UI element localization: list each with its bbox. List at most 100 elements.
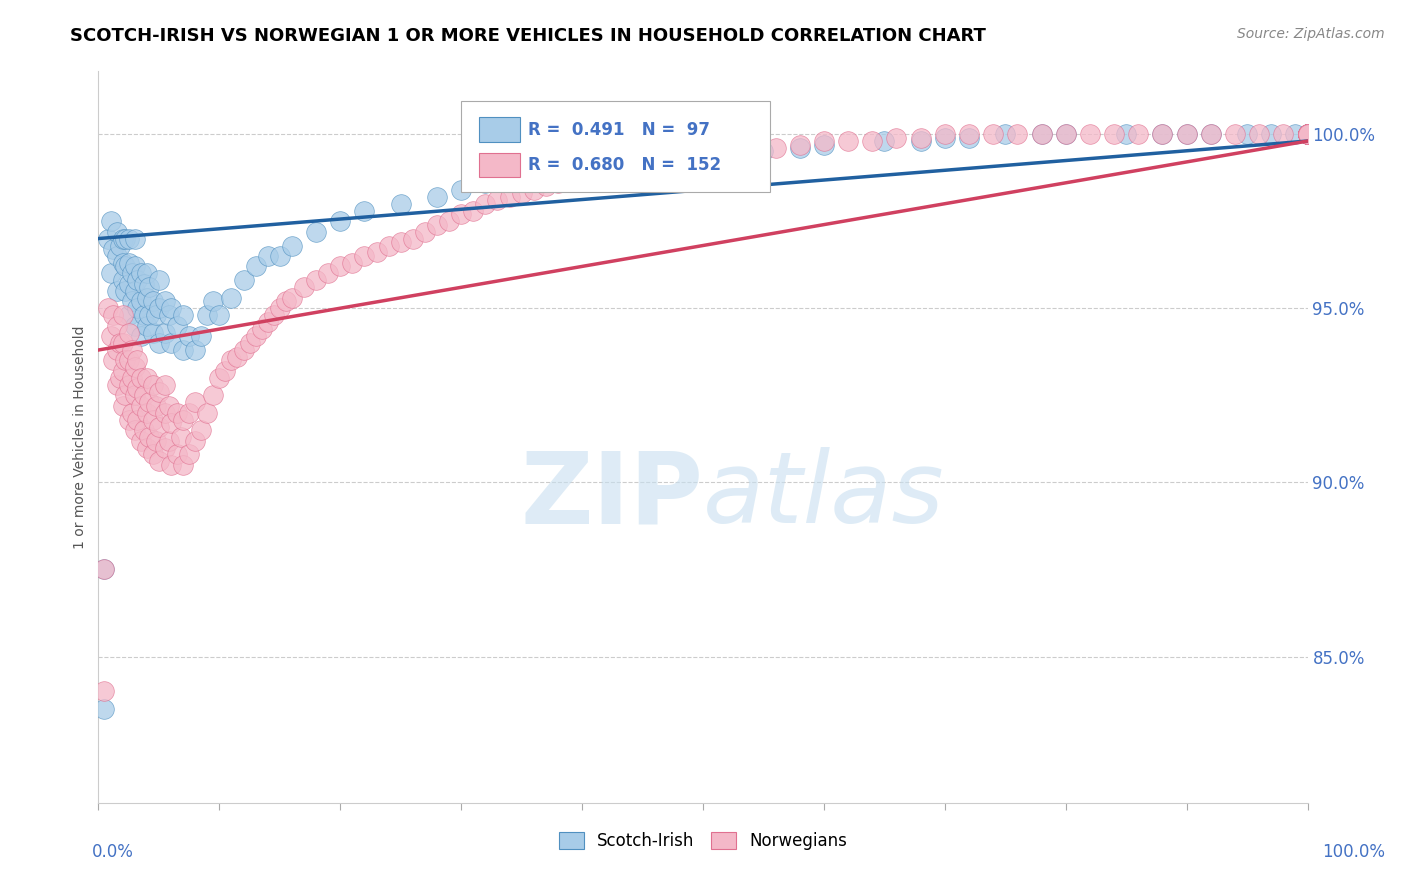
Point	[426, 190, 449, 204]
Point	[93, 562, 115, 576]
Point	[184, 395, 207, 409]
Point	[245, 329, 267, 343]
Point	[124, 388, 146, 402]
Point	[129, 329, 152, 343]
Point	[138, 430, 160, 444]
Point	[402, 231, 425, 245]
Point	[239, 336, 262, 351]
Point	[190, 329, 212, 343]
Point	[957, 130, 980, 145]
Point	[208, 371, 231, 385]
Point	[450, 207, 472, 221]
Point	[1296, 127, 1319, 141]
Point	[1296, 127, 1319, 141]
Point	[263, 308, 285, 322]
Point	[121, 343, 143, 357]
Point	[160, 416, 183, 430]
Point	[118, 377, 141, 392]
Point	[105, 249, 128, 263]
Point	[1128, 127, 1150, 141]
Point	[135, 266, 157, 280]
Point	[145, 434, 167, 448]
Point	[226, 350, 249, 364]
Point	[860, 134, 883, 148]
Point	[101, 242, 124, 256]
Point	[118, 412, 141, 426]
Point	[101, 353, 124, 368]
Point	[179, 406, 201, 420]
Text: R =  0.680   N =  152: R = 0.680 N = 152	[527, 156, 721, 174]
Point	[105, 318, 128, 333]
Point	[101, 308, 124, 322]
Point	[142, 326, 165, 340]
Point	[813, 137, 835, 152]
Point	[111, 256, 134, 270]
Point	[148, 454, 170, 468]
Point	[1007, 127, 1029, 141]
Point	[789, 137, 811, 152]
Point	[789, 141, 811, 155]
Text: 0.0%: 0.0%	[91, 843, 134, 861]
Point	[1296, 127, 1319, 141]
Point	[93, 702, 115, 716]
Point	[413, 225, 436, 239]
Point	[153, 326, 176, 340]
Point	[1031, 127, 1053, 141]
Point	[97, 301, 120, 316]
Point	[202, 294, 225, 309]
Point	[1249, 127, 1271, 141]
Text: R =  0.491   N =  97: R = 0.491 N = 97	[527, 121, 710, 139]
Point	[184, 343, 207, 357]
Point	[142, 448, 165, 462]
Point	[1296, 127, 1319, 141]
Point	[157, 308, 180, 322]
Point	[342, 256, 364, 270]
Point	[93, 562, 115, 576]
Point	[1296, 127, 1319, 141]
Text: 100.0%: 100.0%	[1322, 843, 1385, 861]
Point	[245, 260, 267, 274]
Point	[1296, 127, 1319, 141]
Point	[124, 423, 146, 437]
Point	[389, 235, 412, 249]
Point	[118, 353, 141, 368]
Point	[1284, 127, 1306, 141]
Point	[692, 148, 714, 162]
Point	[172, 412, 194, 426]
Point	[547, 165, 569, 179]
Point	[142, 412, 165, 426]
Point	[160, 301, 183, 316]
Point	[510, 186, 533, 201]
Point	[135, 291, 157, 305]
Point	[105, 343, 128, 357]
Point	[208, 308, 231, 322]
Point	[121, 294, 143, 309]
FancyBboxPatch shape	[479, 118, 520, 143]
Point	[957, 127, 980, 141]
Point	[114, 260, 136, 274]
Point	[619, 158, 641, 172]
Point	[114, 284, 136, 298]
Point	[184, 434, 207, 448]
Point	[1296, 127, 1319, 141]
Point	[121, 371, 143, 385]
Point	[142, 294, 165, 309]
Point	[111, 231, 134, 245]
Point	[256, 249, 278, 263]
Point	[1152, 127, 1174, 141]
FancyBboxPatch shape	[461, 101, 769, 192]
Point	[172, 343, 194, 357]
Point	[644, 155, 666, 169]
Point	[179, 448, 201, 462]
Point	[450, 183, 472, 197]
Point	[981, 127, 1004, 141]
Point	[765, 141, 787, 155]
Point	[121, 406, 143, 420]
Point	[148, 273, 170, 287]
Legend: Scotch-Irish, Norwegians: Scotch-Irish, Norwegians	[553, 825, 853, 856]
Point	[934, 127, 956, 141]
Point	[129, 294, 152, 309]
Point	[195, 308, 218, 322]
Point	[305, 225, 328, 239]
Point	[463, 203, 485, 218]
